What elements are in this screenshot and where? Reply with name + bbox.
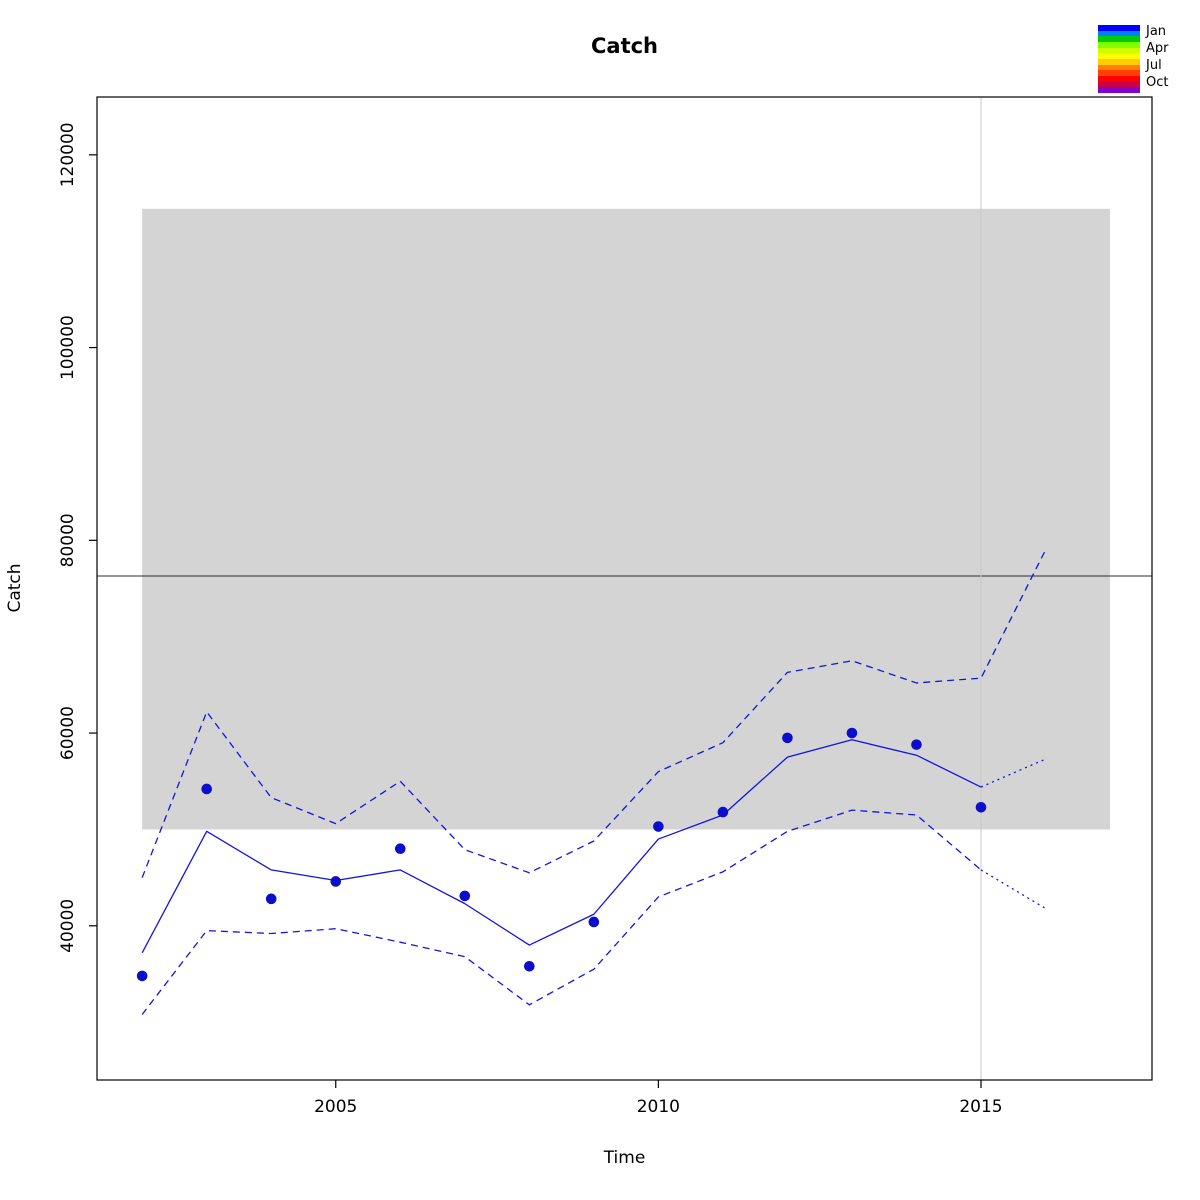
season-colorbar (1098, 25, 1140, 94)
plot-border (96, 96, 1153, 1081)
series-line-lower-ci (141, 809, 982, 1015)
colorbar-stripe (1098, 53, 1140, 60)
x-tick-label: 2015 (959, 1097, 1002, 1117)
y-tick-label: 100000 (58, 315, 78, 380)
observation-point (717, 806, 729, 818)
plot-border-layer (96, 96, 1153, 1081)
colorbar-stripe (1098, 76, 1140, 82)
series-upper-ci (141, 549, 1047, 878)
series-lower-ci (141, 809, 982, 1015)
observation-point (136, 970, 148, 982)
observation-point (653, 821, 664, 832)
colorbar-stripe (1098, 36, 1140, 43)
colorbar-stripe (1098, 81, 1140, 88)
series-fit (141, 739, 982, 954)
observation-point (394, 843, 406, 855)
y-tick-label: 80000 (58, 513, 78, 567)
x-tick-label: 2010 (637, 1097, 680, 1117)
season-legend: Jan Apr Jul Oct (1098, 24, 1169, 94)
y-axis-title: Catch (5, 563, 25, 613)
observation-point (524, 960, 535, 972)
x-axis-title: Time (603, 1148, 646, 1168)
observation-point (846, 727, 858, 739)
y-tick-label: 120000 (58, 122, 78, 187)
series-line-fit (141, 739, 982, 954)
series-layer (136, 549, 1047, 1015)
chart-title: Catch (590, 34, 659, 58)
y-axis: 40000 60000 80000 100000 120000 (58, 122, 97, 953)
colorbar-stripe (1098, 30, 1140, 37)
legend-label: Jul (1146, 57, 1162, 73)
observation-point (265, 893, 277, 905)
colorbar-stripe (1098, 70, 1140, 77)
legend-label: Oct (1146, 74, 1169, 90)
colorbar-stripe (1098, 42, 1140, 48)
observation-point (201, 783, 212, 795)
observation-point (459, 890, 471, 902)
legend-label: Apr (1146, 40, 1169, 56)
observation-point (911, 739, 922, 750)
reference-band-layer (142, 208, 1111, 830)
colorbar-stripe (1098, 64, 1140, 71)
colorbar-stripe (1098, 59, 1140, 65)
season-legend-labels: Jan Apr Jul Oct (1146, 23, 1200, 93)
x-tick-label: 2005 (314, 1097, 357, 1117)
observation-point (330, 876, 342, 887)
y-tick-label: 60000 (58, 706, 78, 760)
colorbar-stripe (1098, 25, 1140, 31)
observation-point (588, 916, 600, 928)
x-axis: 2005 2010 2015 (314, 1080, 1003, 1117)
series-line-upper-ci (141, 549, 1047, 878)
colorbar-stripe (1098, 47, 1140, 54)
series-line-lower-ci-forecast (980, 869, 1046, 910)
series-observations (136, 727, 987, 982)
reference-band (142, 208, 1111, 830)
y-tick-label: 40000 (58, 899, 78, 953)
observation-point (782, 732, 793, 744)
colorbar-stripe (1098, 87, 1140, 94)
series-lower-ci-forecast (980, 869, 1046, 910)
observation-point (975, 801, 987, 813)
legend-label: Jan (1146, 23, 1167, 39)
